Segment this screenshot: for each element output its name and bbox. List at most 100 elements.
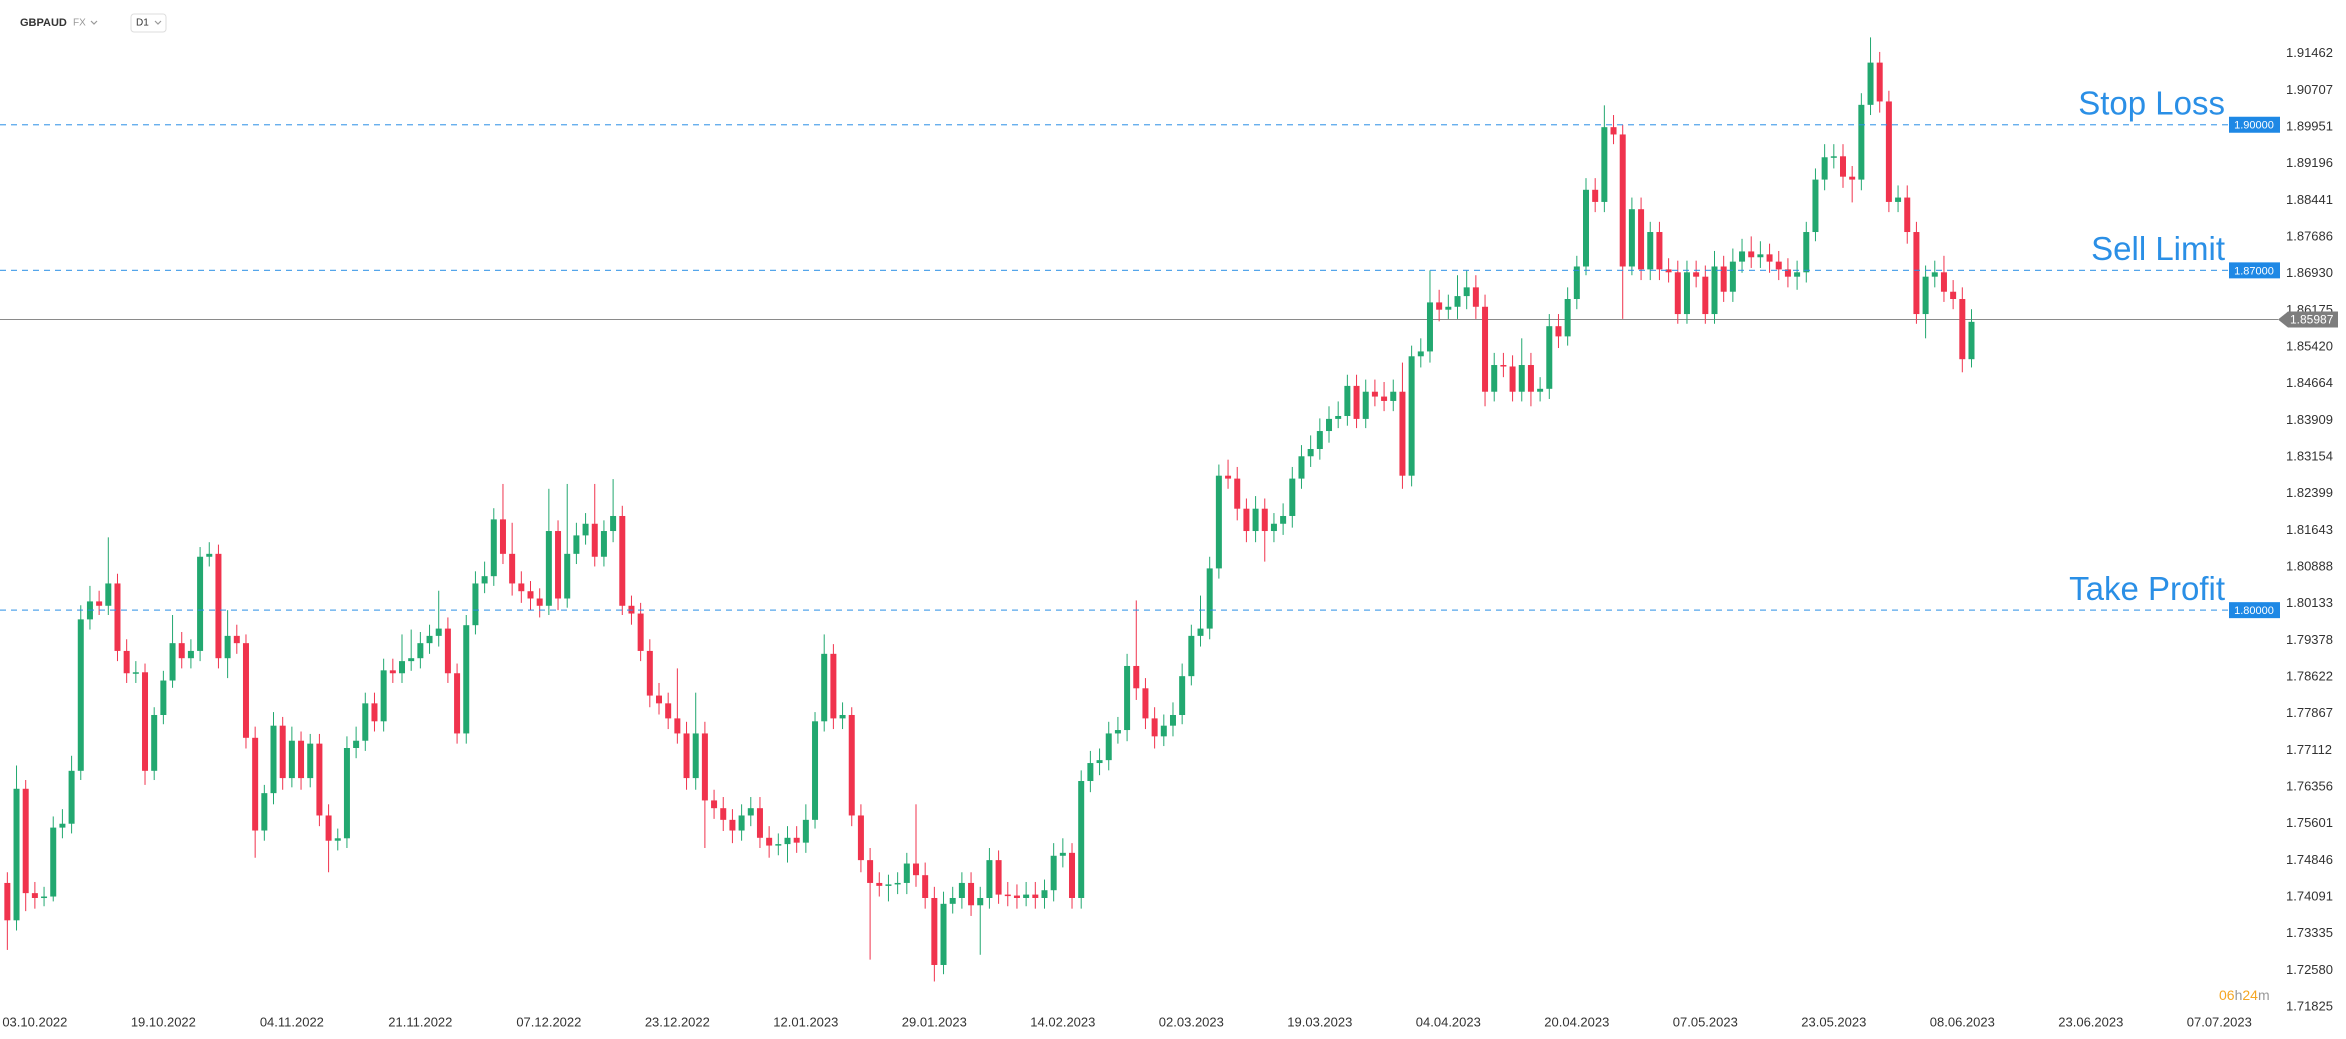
x-tick-label: 07.07.2023 xyxy=(2187,1014,2252,1029)
candle-body xyxy=(600,531,607,557)
candle-body xyxy=(646,650,653,696)
candle-body xyxy=(187,650,194,659)
candle-body xyxy=(96,601,103,606)
candle-body xyxy=(343,748,350,839)
candle-body xyxy=(1913,232,1920,315)
candle-body xyxy=(867,860,874,883)
candle-body xyxy=(1326,418,1333,432)
candle-body xyxy=(1463,287,1470,297)
x-tick-label: 14.02.2023 xyxy=(1030,1014,1095,1029)
candle-body xyxy=(1454,296,1461,307)
candle-body xyxy=(1114,730,1121,734)
candle-body xyxy=(1940,272,1947,292)
candle-body xyxy=(1105,733,1112,761)
candle-body xyxy=(1023,894,1030,898)
candle-body xyxy=(1895,197,1902,202)
candle-body xyxy=(747,808,754,816)
level-tag xyxy=(2229,116,2280,133)
candle-body xyxy=(472,583,479,626)
countdown: 06h24m xyxy=(2219,987,2270,1003)
candle-body xyxy=(940,903,947,965)
y-tick-label: 1.84664 xyxy=(2286,375,2333,390)
candle-body xyxy=(417,643,424,659)
candle-body xyxy=(1839,156,1846,177)
candle-body xyxy=(968,882,975,906)
candle-body xyxy=(1381,396,1388,401)
candle-body xyxy=(1830,156,1837,158)
countdown-part: m xyxy=(2258,987,2270,1003)
candle-body xyxy=(1748,251,1755,258)
candle-body xyxy=(1445,306,1452,310)
x-tick-label: 04.04.2023 xyxy=(1416,1014,1481,1029)
chevron[interactable] xyxy=(90,20,98,25)
candle-body xyxy=(986,860,993,898)
market: FX xyxy=(73,18,86,29)
candle-body xyxy=(426,635,433,644)
level-name: Take Profit xyxy=(2069,570,2225,607)
candle-body xyxy=(1069,852,1076,898)
candle-body xyxy=(252,737,259,831)
candle-body xyxy=(1482,306,1489,392)
x-tick-label: 03.10.2022 xyxy=(2,1014,67,1029)
y-tick-label: 1.74846 xyxy=(2286,852,2333,867)
x-tick-label: 07.05.2023 xyxy=(1673,1014,1738,1029)
y-tick-label: 1.83154 xyxy=(2286,448,2333,463)
x-tick-label: 12.01.2023 xyxy=(773,1014,838,1029)
candle-body xyxy=(1812,179,1819,233)
candle-body xyxy=(885,884,892,886)
candle-body xyxy=(1179,676,1186,715)
timeframe-box[interactable] xyxy=(130,13,167,33)
candle-body xyxy=(509,553,516,584)
candle-body xyxy=(1133,665,1140,689)
candle-body xyxy=(1867,62,1874,105)
candle-body xyxy=(454,673,461,734)
candle-body xyxy=(1307,448,1314,457)
candle-body xyxy=(848,714,855,816)
candle-body xyxy=(1289,478,1296,516)
candle-body xyxy=(31,893,38,898)
y-tick-label: 1.90707 xyxy=(2286,82,2333,97)
candle-body xyxy=(1436,302,1443,310)
candle-body xyxy=(105,583,112,606)
candle-body xyxy=(13,788,20,921)
y-tick-label: 1.83909 xyxy=(2286,412,2333,427)
candle-body xyxy=(1298,456,1305,479)
candle-body xyxy=(151,714,158,771)
candle-body xyxy=(683,733,690,779)
x-tick-label: 21.11.2022 xyxy=(388,1014,452,1029)
y-tick-label: 1.74091 xyxy=(2286,888,2333,903)
current-price-tag xyxy=(2278,311,2338,328)
candle-body xyxy=(270,725,277,794)
candle-body xyxy=(4,882,11,921)
candle-body xyxy=(1922,276,1929,315)
candle-body xyxy=(1491,365,1498,392)
candle-body xyxy=(1619,134,1626,267)
candle-body xyxy=(1041,890,1048,898)
countdown-part: h xyxy=(2235,987,2243,1003)
candle-body xyxy=(1784,269,1791,277)
candle-body xyxy=(1858,104,1865,180)
candle-body xyxy=(1610,127,1617,135)
candle-body xyxy=(1959,299,1966,360)
y-tick-label: 1.89196 xyxy=(2286,155,2333,170)
candle-body xyxy=(114,583,121,651)
x-tick-label: 20.04.2023 xyxy=(1544,1014,1609,1029)
candle-body xyxy=(197,556,204,651)
x-tick-label: 19.03.2023 xyxy=(1287,1014,1352,1029)
candle-body xyxy=(784,837,791,845)
candle-body xyxy=(160,680,167,715)
candle-body xyxy=(1849,176,1856,180)
y-tick-label: 1.89951 xyxy=(2286,119,2333,134)
candle-body xyxy=(1004,894,1011,897)
candle-body xyxy=(701,733,708,801)
candle-body xyxy=(1555,326,1562,337)
candle-body xyxy=(169,643,176,681)
y-tick-label: 1.71825 xyxy=(2286,998,2333,1013)
candle-body xyxy=(564,553,571,599)
candle-body xyxy=(1234,478,1241,509)
x-tick-label: 19.10.2022 xyxy=(131,1014,196,1029)
candle-body xyxy=(1821,157,1828,180)
candle-body xyxy=(1270,523,1277,532)
symbol: GBPAUD xyxy=(20,17,67,29)
